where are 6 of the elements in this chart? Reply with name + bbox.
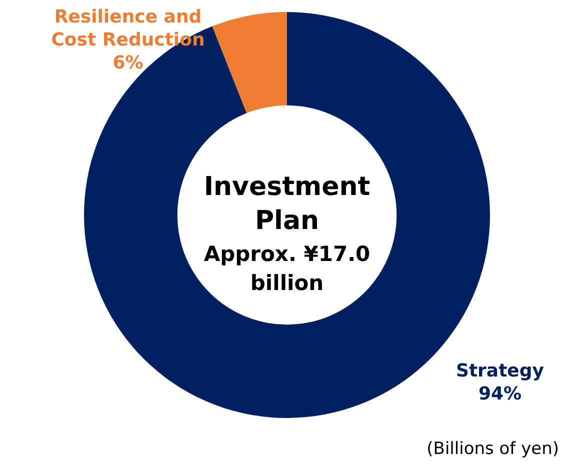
text: (Billions of yen) xyxy=(426,439,559,459)
data-label: 94% xyxy=(478,384,522,405)
data-label: 6% xyxy=(112,52,144,74)
slice-label: Strategy xyxy=(456,360,544,382)
text: Investment Plan xyxy=(202,171,372,238)
text: Approx. ¥17.0 billion xyxy=(202,241,372,297)
